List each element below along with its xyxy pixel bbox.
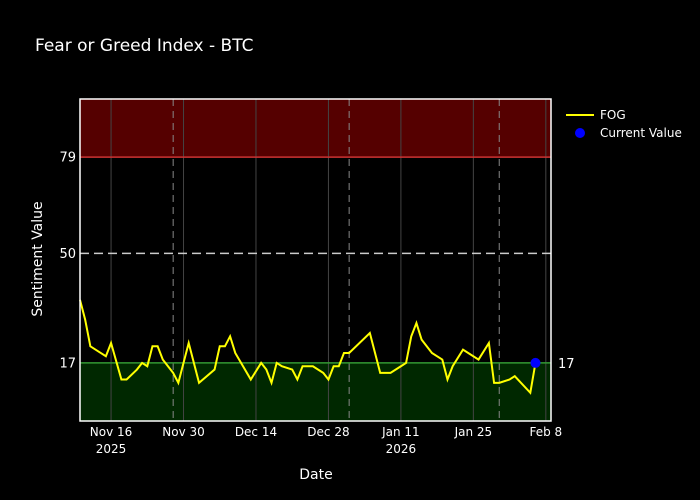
y-tick-label: 17 xyxy=(59,356,76,371)
chart-title: Fear or Greed Index - BTC xyxy=(35,36,253,56)
grid-lines xyxy=(110,99,547,421)
right-axis-label: 17 xyxy=(558,357,575,372)
x-axis-title: Date xyxy=(299,467,332,483)
vertical-dashed-lines xyxy=(172,99,500,421)
y-tick-label: 79 xyxy=(59,151,76,166)
x-axis-ticks: Nov 16 2025 Nov 30 Dec 14 Dec 28 Jan 11 2026 Ja… xyxy=(90,425,562,456)
fog-series-line xyxy=(79,299,537,395)
y-axis-title: Sentiment Value xyxy=(30,201,46,316)
x-tick-label: Jan 11 xyxy=(381,425,420,439)
fear-zone xyxy=(80,362,551,421)
plot-area xyxy=(79,98,552,422)
y-tick-label: 50 xyxy=(59,247,76,262)
x-tick-label: Nov 30 xyxy=(162,425,205,439)
x-tick-label: Jan 25 xyxy=(454,425,493,439)
x-tick-year-label: 2025 xyxy=(96,442,127,456)
x-tick-label: Feb 8 xyxy=(529,425,562,439)
legend: FOG Current Value xyxy=(566,108,682,140)
y-axis-ticks: 17 50 79 xyxy=(59,151,76,372)
x-tick-label: Nov 16 xyxy=(90,425,133,439)
plot-frame xyxy=(79,98,552,422)
x-tick-year-label: 2026 xyxy=(386,442,417,456)
current-value-marker xyxy=(530,357,541,368)
legend-fog-label: FOG xyxy=(600,108,626,122)
greed-zone xyxy=(80,99,551,158)
legend-current-swatch xyxy=(575,128,585,138)
legend-current-label: Current Value xyxy=(600,126,682,140)
x-tick-label: Dec 14 xyxy=(235,425,277,439)
x-tick-label: Dec 28 xyxy=(307,425,349,439)
